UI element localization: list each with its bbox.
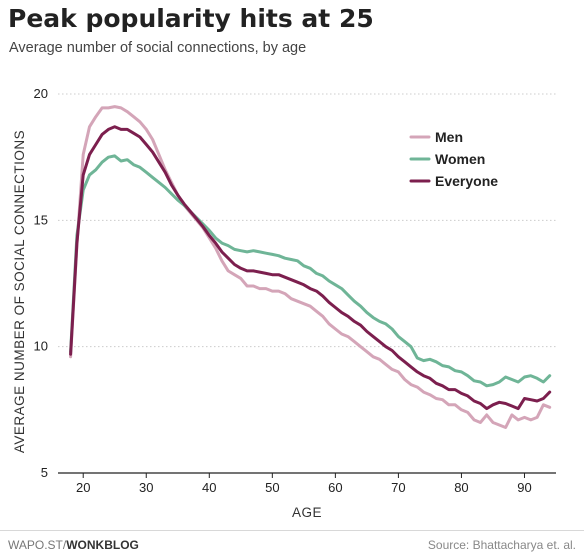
x-axis-title: AGE bbox=[292, 505, 322, 520]
series-line-men bbox=[69, 105, 552, 429]
x-tick-label-70: 70 bbox=[391, 480, 405, 495]
footer-divider bbox=[0, 530, 584, 531]
series-line-women bbox=[69, 154, 552, 388]
series-line-everyone bbox=[69, 125, 552, 411]
x-tick-label-30: 30 bbox=[139, 480, 153, 495]
y-tick-label-10: 10 bbox=[34, 339, 48, 354]
x-tick-label-40: 40 bbox=[202, 480, 216, 495]
x-tick-label-20: 20 bbox=[76, 480, 90, 495]
footer-credit: WAPO.ST/WONKBLOG bbox=[8, 538, 139, 552]
y-tick-label-15: 15 bbox=[34, 212, 48, 227]
axes: 5 10 15 20 20 30 40 50 60 70 80 90 bbox=[34, 86, 532, 495]
legend-label-everyone: Everyone bbox=[435, 173, 498, 189]
grid-lines bbox=[58, 93, 556, 474]
line-chart: 5 10 15 20 20 30 40 50 60 70 80 90 Men Women Everyone… bbox=[12, 86, 556, 520]
x-tick-label-50: 50 bbox=[265, 480, 279, 495]
footer-credit-bold: WONKBLOG bbox=[66, 538, 139, 552]
chart-subtitle: Average number of social connections, by… bbox=[9, 40, 307, 56]
x-tick-label-90: 90 bbox=[517, 480, 531, 495]
footer-credit-prefix: WAPO.ST/ bbox=[8, 538, 67, 552]
y-tick-label-5: 5 bbox=[41, 465, 48, 480]
y-tick-label-20: 20 bbox=[34, 86, 48, 101]
chart-title: Peak popularity hits at 25 bbox=[8, 4, 374, 33]
series-lines bbox=[69, 105, 552, 429]
legend-label-women: Women bbox=[435, 151, 485, 167]
x-tick-label-60: 60 bbox=[328, 480, 342, 495]
footer-source: Source: Bhattacharya et. al. bbox=[427, 538, 576, 552]
legend-label-men: Men bbox=[435, 129, 463, 145]
x-tick-label-80: 80 bbox=[454, 480, 468, 495]
y-axis-title: AVERAGE NUMBER OF SOCIAL CONNECTIONS bbox=[12, 130, 27, 453]
legend: Men Women Everyone bbox=[409, 129, 498, 189]
